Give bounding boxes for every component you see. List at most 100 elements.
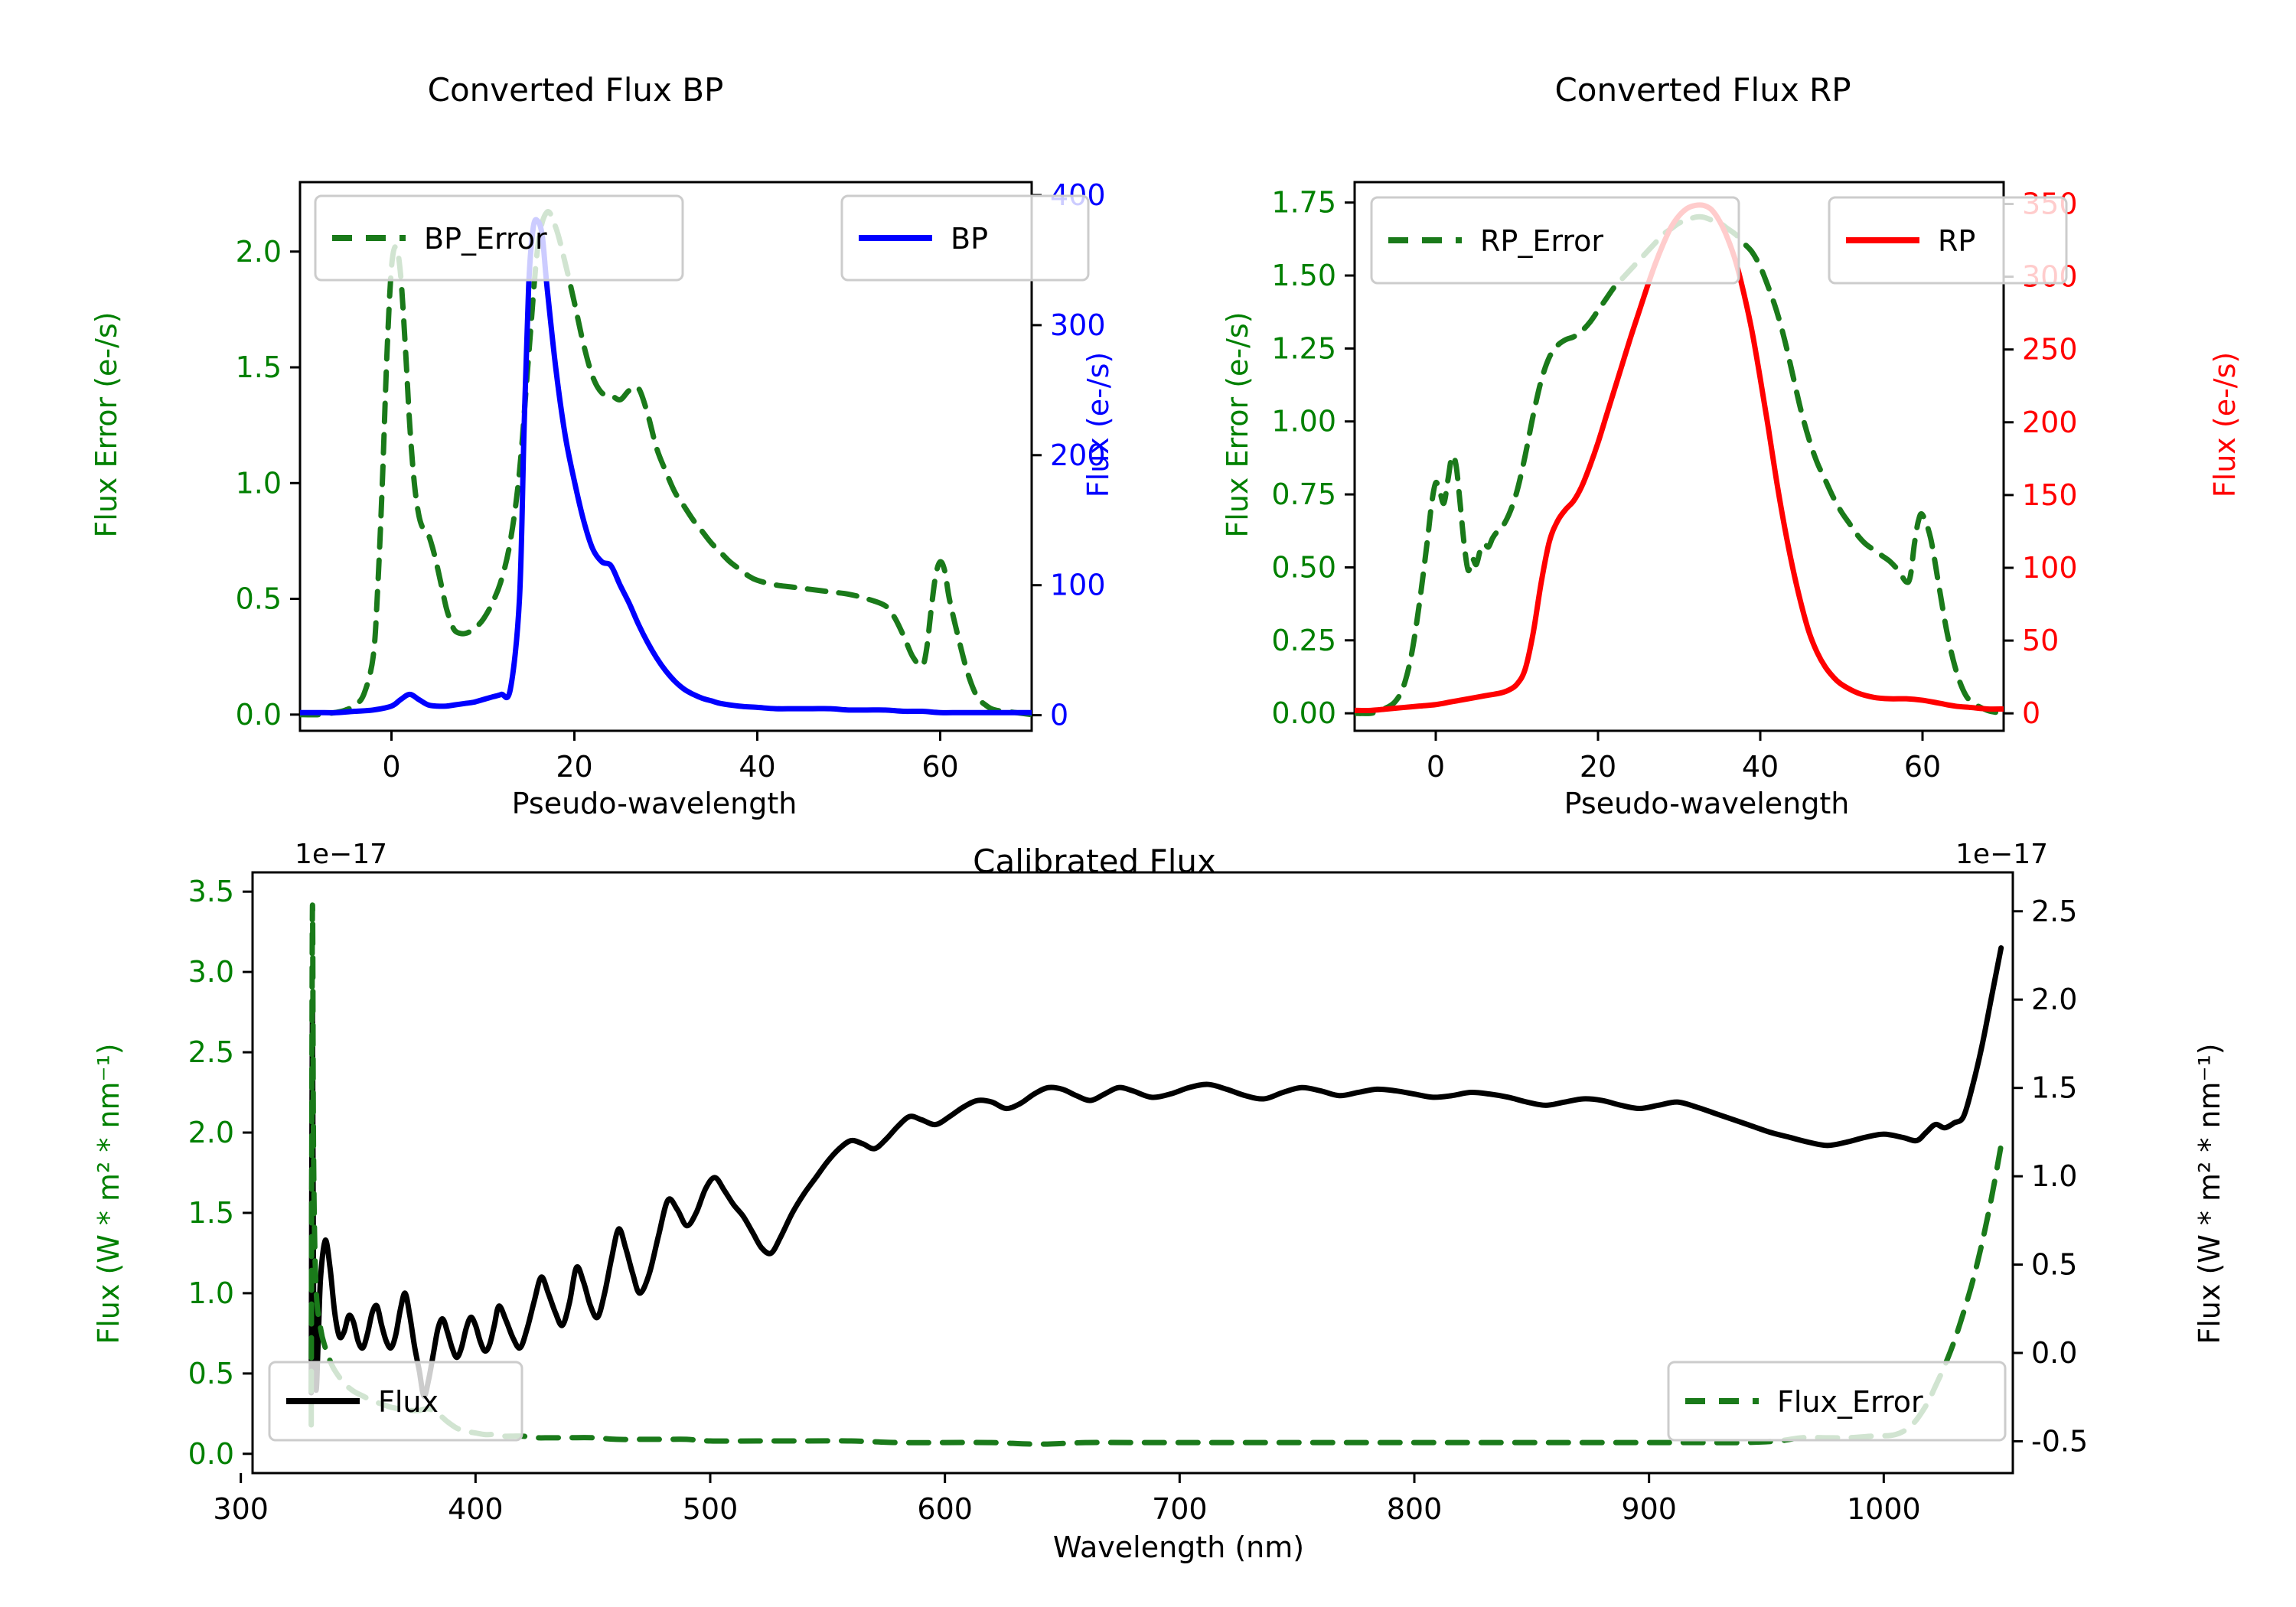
calibrated-plot-area: 300 400 500 600 700 800 900 1000 0.0 0.5 1.0 1.5 2.0…	[188, 871, 2088, 1526]
cal-ytick-left-label: 0.5	[188, 1357, 234, 1390]
bp-panel-svg: Converted Flux BP 0 20 40 60 0.0 0.5 1.0 1.5 2.0…	[90, 71, 1115, 820]
bp-ytick-left-label: 0.5	[236, 582, 282, 616]
cal-ytick-left-label: 0.0	[188, 1437, 234, 1471]
rp-plot-area: 0 20 40 60 0.00 0.25 0.50 0.75 1.00 1.25 1.50 1.75 0…	[1271, 181, 2078, 784]
bp-series-group	[300, 209, 1032, 718]
cal-ytick-left-label: 1.5	[188, 1196, 234, 1230]
cal-ytick-right-label: -0.5	[2031, 1424, 2088, 1458]
calibrated-ylabel-left: Flux (W * m² * nm⁻¹)	[92, 1043, 126, 1344]
rp-ytick-right-label: 200	[2022, 406, 2078, 439]
calibrated-ylabel-right: Flux (W * m² * nm⁻¹)	[2193, 1043, 2226, 1344]
calibrated-xlabel: Wavelength (nm)	[1053, 1530, 1304, 1564]
rp-ytick-left-label: 1.75	[1271, 186, 1336, 220]
cal-ytick-left-label: 3.5	[188, 875, 234, 908]
cal-ytick-right-label: 0.0	[2031, 1336, 2077, 1370]
rp-legend-box-rp-error	[1370, 196, 1740, 285]
cal-xtick-label: 300	[213, 1492, 269, 1526]
cal-axes-frame	[251, 871, 2014, 1475]
rp-ytick-right-label: 50	[2022, 624, 2059, 657]
rp-ylabel-left: Flux Error (e-/s)	[1221, 311, 1254, 537]
bp-legend-box-bp-error	[314, 194, 684, 282]
bp-xtick-label: 60	[921, 750, 958, 784]
cal-xtick-label: 1000	[1847, 1492, 1921, 1526]
cal-ytick-right-label: 2.0	[2031, 983, 2077, 1016]
bp-panel-title: Converted Flux BP	[428, 71, 724, 109]
rp-ytick-right-label: 100	[2022, 551, 2078, 585]
bp-legend-bp-error[interactable]: BP_Error	[314, 194, 684, 282]
cal-legend-box-flux-error	[1667, 1361, 2007, 1442]
bp-ytick-right-label: 100	[1050, 569, 1106, 602]
bp-ytick-left-label: 1.5	[236, 350, 282, 384]
cal-xtick-label: 800	[1387, 1492, 1443, 1526]
rp-axes-frame	[1353, 181, 2005, 732]
bp-ytick-left-label: 1.0	[236, 466, 282, 500]
cal-legend-flux-error[interactable]: Flux_Error	[1667, 1361, 2007, 1442]
rp-ytick-left-label: 1.00	[1271, 405, 1336, 438]
cal-series-flux	[308, 945, 2004, 1399]
cal-ytick-right-label: 0.5	[2031, 1248, 2077, 1282]
cal-xtick-label: 900	[1621, 1492, 1677, 1526]
rp-legend-label-rp: RP	[1938, 224, 1975, 258]
rp-ytick-left-label: 1.25	[1271, 331, 1336, 365]
bp-xtick-label: 20	[556, 750, 592, 784]
rp-xlabel: Pseudo-wavelength	[1564, 787, 1850, 820]
cal-ytick-left-label: 2.0	[188, 1116, 234, 1149]
cal-legend-box-flux	[268, 1361, 523, 1442]
rp-ytick-left-label: 0.50	[1271, 550, 1336, 584]
rp-ytick-left-label: 0.75	[1271, 478, 1336, 511]
rp-ytick-right-label: 0	[2022, 696, 2040, 730]
rp-panel: Converted Flux RP 0 20 40 60 0.00 0.25 0.50 0.7…	[1148, 0, 2296, 826]
bp-series-bp	[300, 217, 1032, 715]
cal-xtick-label: 500	[683, 1492, 739, 1526]
rp-series-rp-error	[1355, 214, 2004, 716]
calibrated-panel-title: Calibrated Flux	[973, 843, 1216, 880]
bp-ytick-left-label: 0.0	[236, 698, 282, 732]
bp-legend-box-bp	[840, 194, 1090, 282]
bp-panel: Converted Flux BP 0 20 40 60 0.0 0.5 1.0 1.5 2.0…	[0, 0, 1148, 826]
bp-xlabel: Pseudo-wavelength	[512, 787, 797, 820]
bp-axes-frame	[298, 181, 1033, 732]
bp-ytick-right-label: 0	[1050, 699, 1068, 732]
cal-ytick-right-label: 2.5	[2031, 895, 2077, 928]
cal-xtick-label: 600	[917, 1492, 973, 1526]
rp-xtick-label: 20	[1580, 750, 1616, 784]
rp-ytick-right-label: 150	[2022, 478, 2078, 512]
rp-xtick-label: 60	[1904, 750, 1941, 784]
bp-ytick-left-label: 2.0	[236, 235, 282, 269]
bp-legend-bp[interactable]: BP	[840, 194, 1090, 282]
rp-xtick-label: 40	[1742, 750, 1779, 784]
bp-legend-label-bp: BP	[951, 222, 988, 256]
bp-ylabel-right: Flux (e-/s)	[1081, 352, 1115, 497]
rp-ylabel-right: Flux (e-/s)	[2208, 352, 2242, 497]
cal-ytick-left-label: 1.0	[188, 1276, 234, 1310]
cal-ytick-left-label: 2.5	[188, 1035, 234, 1069]
bp-xtick-label: 40	[739, 750, 775, 784]
rp-panel-svg: Converted Flux RP 0 20 40 60 0.00 0.25 0.50 0.7…	[1221, 71, 2242, 820]
calibrated-panel-svg: Calibrated Flux 1e−17 1e−17 300 400 500 600…	[92, 839, 2226, 1564]
calibrated-flux-panel: Calibrated Flux 1e−17 1e−17 300 400 500 600…	[0, 826, 2296, 1607]
rp-panel-title: Converted Flux RP	[1554, 71, 1851, 109]
rp-ytick-left-label: 1.50	[1271, 259, 1336, 292]
cal-ytick-right-label: 1.5	[2031, 1071, 2077, 1105]
rp-ytick-left-label: 0.00	[1271, 696, 1336, 730]
cal-legend-flux[interactable]: Flux	[268, 1361, 523, 1442]
rp-legend-rp[interactable]: RP	[1828, 196, 2068, 285]
cal-ytick-right-label: 1.0	[2031, 1159, 2077, 1193]
rp-xtick-label: 0	[1427, 750, 1445, 784]
bp-plot-area: 02040600.00.51.01.52.00100200300400BP_Er…	[236, 178, 1106, 784]
rp-ytick-left-label: 0.25	[1271, 624, 1336, 657]
cal-xtick-label: 400	[448, 1492, 504, 1526]
calibrated-right-offset: 1e−17	[1955, 839, 2048, 870]
calibrated-left-offset: 1e−17	[295, 839, 387, 870]
cal-xtick-label: 700	[1152, 1492, 1208, 1526]
rp-ytick-right-label: 250	[2022, 333, 2078, 367]
bp-series-bp-error	[300, 209, 1032, 718]
bp-ytick-right-label: 300	[1050, 308, 1106, 342]
bp-ylabel-left: Flux Error (e-/s)	[90, 311, 123, 537]
bp-ytick-right-label: 200	[1050, 438, 1106, 472]
rp-legend-label-rp-error: RP_Error	[1480, 224, 1603, 258]
rp-legend-box-rp	[1828, 196, 2068, 285]
rp-legend-rp-error[interactable]: RP_Error	[1370, 196, 1740, 285]
bp-legend-label-bp-error: BP_Error	[424, 222, 547, 256]
